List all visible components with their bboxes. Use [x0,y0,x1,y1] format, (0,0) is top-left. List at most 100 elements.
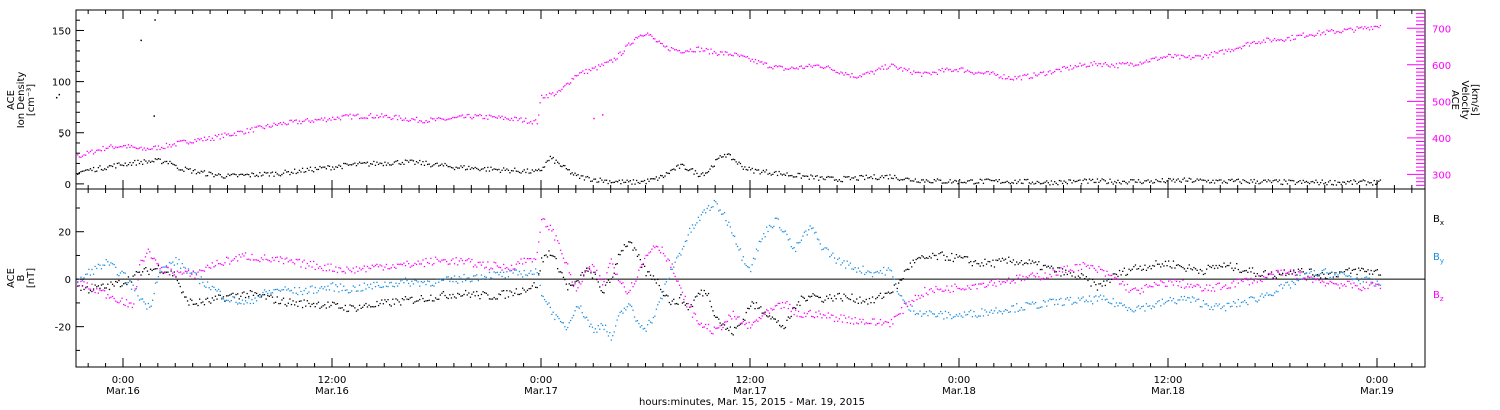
b-z-point [906,305,909,308]
b-y-point [1061,304,1064,307]
b-y-point [898,293,900,295]
velocity-point [629,44,631,46]
b-x-point [1144,264,1146,266]
b-z-point [751,324,753,326]
velocity-point [531,123,533,125]
b-y-point [658,301,660,303]
b-y-point [992,312,994,314]
b-z-point [1182,279,1184,281]
density-point [256,174,258,176]
b-x-point [722,323,724,325]
b-z-point [1237,282,1239,284]
b-z-point [320,267,323,270]
density-point [1301,182,1303,184]
left-axis-title-line: ACE [6,90,17,110]
density-point [431,165,434,167]
b-x-point [286,305,288,307]
b-x-point [379,302,381,305]
density-point [159,158,161,160]
b-y-point [1036,307,1038,309]
velocity-point [783,69,785,71]
b-z-point [1255,278,1257,280]
velocity-point [745,56,747,58]
velocity-point [982,73,985,75]
b-x-point [792,307,794,310]
b-y-point [786,233,788,236]
b-x-point [1191,269,1194,271]
velocity-point [465,116,467,118]
b-y-point [699,219,701,222]
b-x-point [1020,260,1023,262]
b-y-point [1080,297,1083,300]
b-x-point [571,284,573,286]
b-x-point [251,290,253,293]
b-x-point [1066,273,1068,276]
b-y-point [123,272,125,274]
b-x-point [404,296,407,298]
b-y-point [654,315,656,317]
b-z-point [819,313,821,315]
b-z-point [886,321,888,323]
velocity-point [1023,74,1026,76]
b-x-point [818,296,820,299]
velocity-point [613,57,615,59]
b-x-point [1229,262,1232,264]
velocity-point [1111,63,1113,65]
density-point [146,162,149,164]
density-point [935,180,937,182]
b-z-point [176,270,179,272]
b-z-point [1164,285,1167,287]
density-point [400,163,402,165]
b-x-point [900,279,903,281]
b-y-point [518,270,521,273]
b-z-point [822,314,825,316]
velocity-point [298,120,301,122]
b-z-point [382,269,384,271]
b-x-point [1278,273,1281,276]
b-y-point [111,263,114,265]
b-z-point [343,270,345,273]
b-y-point [289,290,291,292]
density-point [624,181,627,183]
b-x-point [1028,259,1030,261]
velocity-point [628,42,630,44]
density-point [392,163,394,165]
b-z-point [1335,283,1338,285]
velocity-point [789,67,791,70]
density-point [1258,183,1260,185]
b-x-point [612,276,614,278]
b-x-point [507,296,510,298]
velocity-point [971,72,973,74]
velocity-point [715,52,717,54]
density-point [297,171,299,174]
density-point [664,175,666,177]
density-point [1011,181,1013,184]
density-point [118,162,120,164]
b-z-point [441,259,443,261]
b-y-point [705,212,707,214]
velocity-point [499,117,502,119]
b-y-point [916,312,918,315]
b-x-point [260,296,263,298]
b-x-point [667,295,669,297]
b-x-point [959,255,961,257]
b-y-point [520,273,522,275]
b-y-point [1161,298,1163,300]
b-y-point [147,302,149,305]
velocity-point [295,119,297,121]
b-x-point [754,308,756,310]
density-point [365,162,367,164]
b-y-point [1152,305,1154,307]
b-x-point [278,303,280,305]
velocity-point [770,67,772,69]
density-point [1098,181,1100,183]
b-x-point [987,260,989,263]
b-x-point [1098,283,1100,285]
density-point [773,171,776,173]
velocity-point [886,68,888,70]
density-point [987,178,989,180]
velocity-point [320,117,323,119]
b-z-point [1035,276,1037,278]
b-x-point [1293,269,1295,271]
b-y-point [1278,285,1281,287]
